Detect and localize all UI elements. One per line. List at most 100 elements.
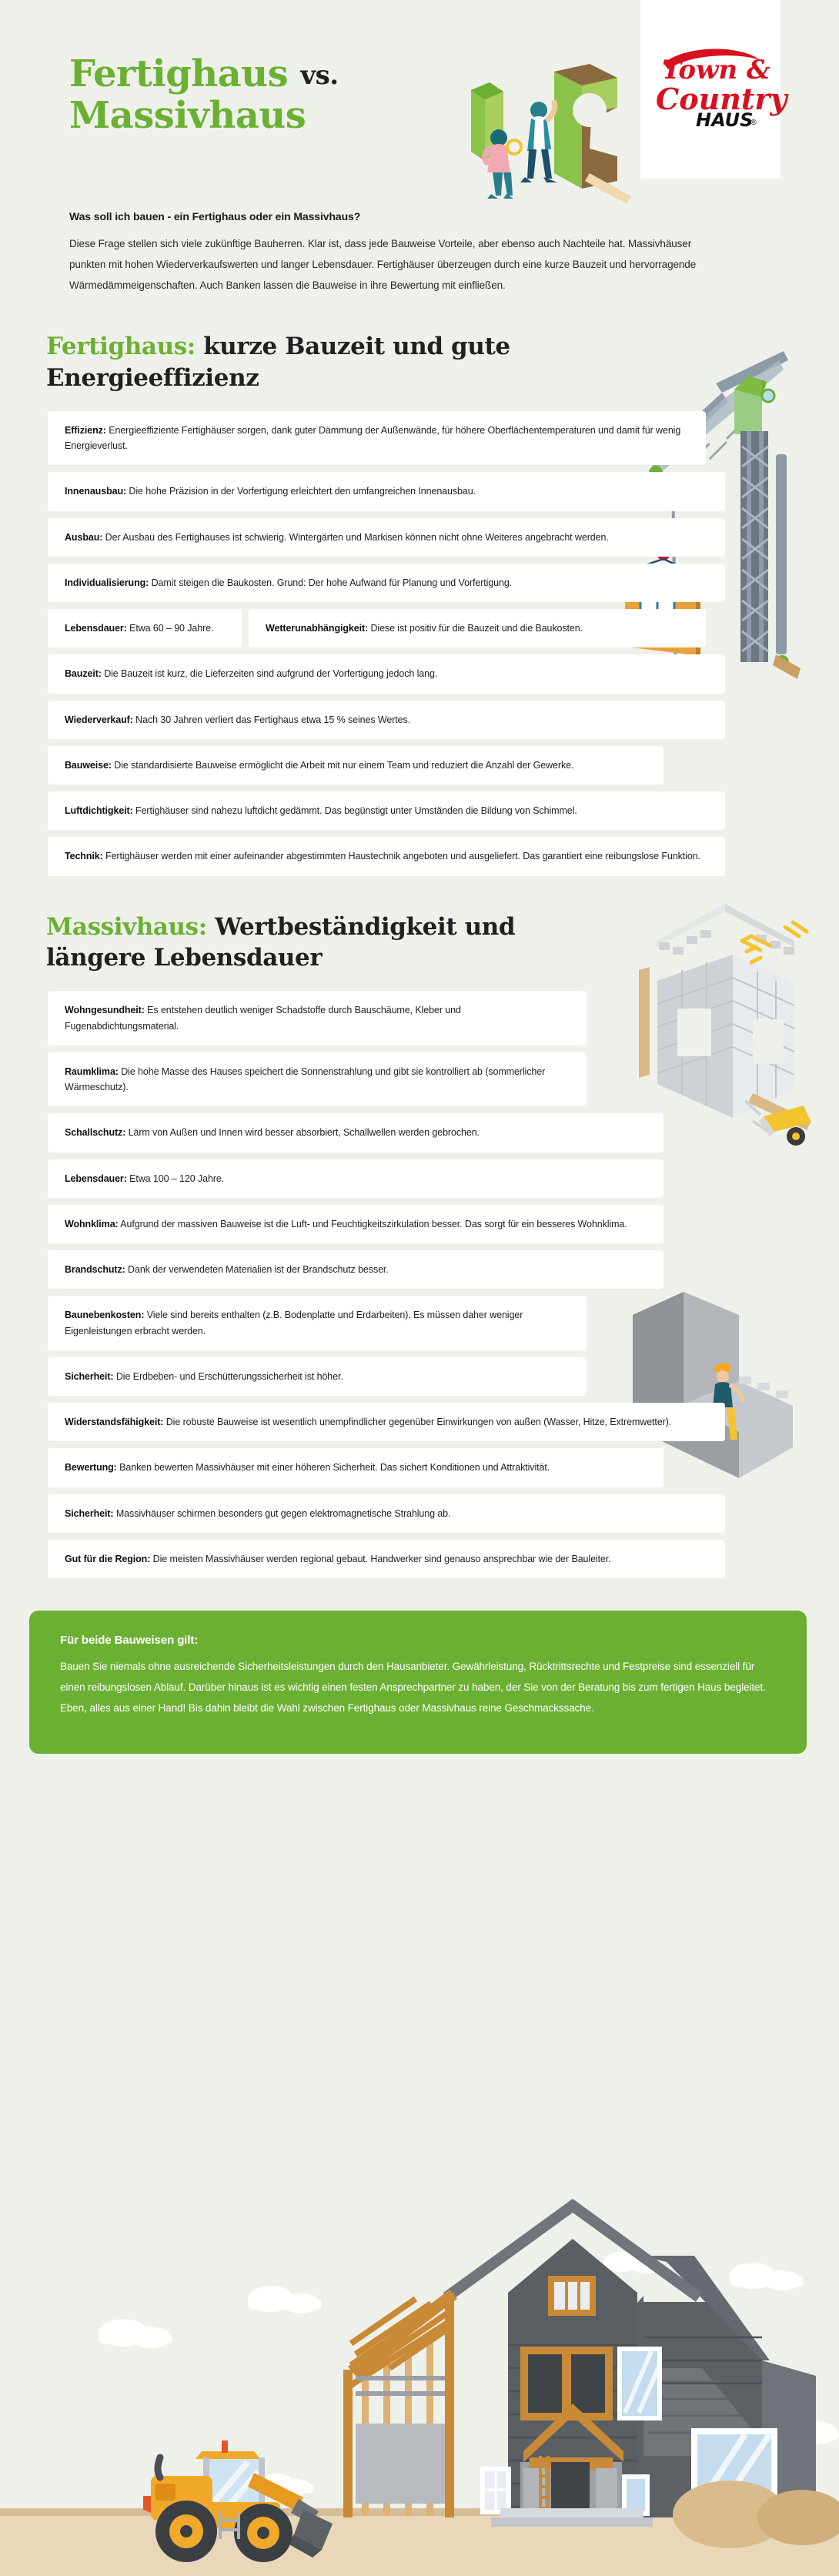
logo-text-country: Country: [656, 82, 789, 116]
logo-text-town: Town &: [662, 55, 770, 85]
section-heading-highlight: Massivhaus:: [46, 912, 207, 941]
section-heading-fertighaus: Fertighaus: kurze Bauzeit und gute Energ…: [46, 331, 523, 394]
hero-illustration: [439, 58, 647, 204]
card-sicherheit-strahlung: Sicherheit: Massivhäuser schirmen besond…: [48, 1494, 725, 1533]
card-label: Ausbau:: [65, 531, 103, 543]
card-bauzeit: Bauzeit: Die Bauzeit ist kurz, die Liefe…: [48, 654, 725, 694]
card-text: Massivhäuser schirmen besonders gut gege…: [113, 1507, 451, 1519]
card-bauweise: Bauweise: Die standardisierte Bauweise e…: [48, 745, 664, 785]
card-text: Die standardisierte Bauweise ermöglicht …: [111, 759, 574, 771]
card-widerstandsfaehigkeit: Widerstandsfähigkeit: Die robuste Bauwei…: [48, 1403, 725, 1442]
person-left-illustration: [482, 129, 523, 199]
card-wiederverkauf: Wiederverkauf: Nach 30 Jahren verliert d…: [48, 700, 725, 739]
card-label: Technik:: [65, 851, 103, 862]
card-text: Es entstehen deutlich weniger Schadstoff…: [65, 1005, 461, 1032]
card-text: Lärm von Außen und Innen wird besser abs…: [125, 1127, 480, 1139]
card-text: Die Erdbeben- und Erschütterungssicherhe…: [113, 1370, 343, 1382]
title-fertighaus: Fertighaus: [69, 52, 289, 95]
town-and-country-logo: Town & Country HAUS ®: [653, 35, 789, 143]
card-text: Etwa 60 – 90 Jahre.: [126, 623, 214, 634]
intro-paragraph: Diese Frage stellen sich viele zukünftig…: [69, 238, 697, 291]
card-label: Raumklima:: [65, 1066, 119, 1077]
card-label: Widerstandsfähigkeit:: [65, 1417, 164, 1428]
card-label: Wohnklima:: [65, 1218, 119, 1229]
card-label: Sicherheit:: [65, 1370, 114, 1382]
card-text: Energieeffiziente Fertighäuser sorgen, d…: [65, 424, 681, 452]
card-raumklima: Raumklima: Die hohe Masse des Hauses spe…: [48, 1052, 587, 1107]
cloud-group: [99, 2252, 839, 2494]
card-wohngesundheit: Wohngesundheit: Es entstehen deutlich we…: [48, 991, 587, 1045]
card-text: Etwa 100 – 120 Jahre.: [126, 1173, 225, 1184]
card-text: Die hohe Präzision in der Vorfertigung e…: [126, 486, 476, 497]
logo-panel: Town & Country HAUS ®: [640, 0, 789, 179]
card-sicherheit-erdbeben: Sicherheit: Die Erdbeben- und Erschütter…: [48, 1357, 587, 1397]
footer-callout-paragraph: Bauen Sie niemals ohne ausreichende Sich…: [60, 1661, 766, 1715]
title-line-1: Fertighaus vs.: [69, 52, 500, 95]
section-heading-rest: Wertbeständigkeit und längere Lebensdaue…: [46, 912, 516, 972]
card-label: Sicherheit:: [65, 1507, 114, 1519]
card-lebensdauer-fertighaus: Lebensdauer: Etwa 60 – 90 Jahre.: [48, 609, 242, 648]
footer-callout-heading: Für beide Bauweisen gilt:: [60, 1634, 199, 1648]
ladder-icon: [539, 2456, 550, 2519]
section-heading-rest: kurze Bauzeit und gute Energieeffizienz: [46, 333, 510, 392]
card-label: Effizienz:: [65, 424, 106, 436]
card-wohnklima: Wohnklima: Aufgrund der massiven Bauweis…: [48, 1204, 664, 1244]
brick-house-illustration: [602, 896, 825, 1150]
card-bewertung: Bewertung: Banken bewerten Massivhäuser …: [48, 1448, 664, 1487]
intro-block: Was soll ich bauen - ein Fertighaus oder…: [69, 210, 700, 296]
card-ausbau: Ausbau: Der Ausbau des Fertighauses ist …: [48, 517, 725, 557]
title-vs: vs.: [300, 60, 339, 91]
timber-frame: [343, 2290, 457, 2517]
wheel-loader-illustration: [143, 2441, 333, 2562]
title-line-2: Massivhaus: [69, 95, 500, 137]
card-label: Bauweise:: [65, 759, 112, 771]
section-heading-highlight: Fertighaus:: [46, 333, 196, 360]
card-effizienz: Effizienz: Energieeffiziente Fertighäuse…: [48, 410, 706, 466]
card-label: Lebensdauer:: [65, 623, 127, 634]
card-label: Luftdichtigkeit:: [65, 805, 133, 817]
fertighaus-card-list: Effizienz: Energieeffiziente Fertighäuse…: [0, 410, 839, 876]
card-text: Die robuste Bauweise ist wesentlich unem…: [163, 1417, 672, 1428]
bottom-scene-illustration: [0, 2199, 839, 2576]
card-text: Viele sind bereits enthalten (z.B. Boden…: [65, 1310, 523, 1337]
card-label: Innenausbau:: [65, 486, 127, 497]
card-label: Baunebenkosten:: [65, 1310, 145, 1321]
card-label: Wetterunabhängigkeit:: [266, 623, 369, 634]
card-text: Der Ausbau des Fertighauses ist schwieri…: [102, 531, 609, 543]
card-text: Diese ist positiv für die Bauzeit und di…: [368, 623, 583, 634]
card-lebensdauer-massivhaus: Lebensdauer: Etwa 100 – 120 Jahre.: [48, 1159, 664, 1198]
title-massivhaus: Massivhaus: [69, 93, 306, 137]
card-text: Die meisten Massivhäuser werden regional…: [150, 1553, 611, 1564]
card-text: Nach 30 Jahren verliert das Fertighaus e…: [132, 714, 411, 725]
section-heading-massivhaus: Massivhaus: Wertbeständigkeit und länger…: [46, 912, 523, 975]
card-innenausbau: Innenausbau: Die hohe Präzision in der V…: [48, 472, 725, 511]
card-label: Brandschutz:: [65, 1264, 125, 1276]
card-label: Gut für die Region:: [65, 1553, 151, 1564]
card-text: Die hohe Masse des Hauses speichert die …: [65, 1066, 546, 1093]
card-label: Wiederverkauf:: [65, 714, 133, 725]
person-right-illustration: [520, 99, 558, 182]
card-brandschutz: Brandschutz: Dank der verwendeten Materi…: [48, 1250, 664, 1290]
card-label: Wohngesundheit:: [65, 1005, 145, 1016]
sand-pile-illustration: [673, 2481, 839, 2548]
logo-registered-mark: ®: [750, 119, 757, 127]
page-title: Fertighaus vs. Massivhaus: [69, 52, 500, 137]
card-technik: Technik: Fertighäuser werden mit einer a…: [48, 837, 725, 876]
card-text: Fertighäuser werden mit einer aufeinande…: [102, 851, 700, 862]
header: Fertighaus vs. Massivhaus: [0, 0, 839, 204]
card-label: Individualisierung:: [65, 577, 149, 588]
card-label: Lebensdauer:: [65, 1173, 127, 1184]
card-text: Dank der verwendeten Materialien ist der…: [125, 1264, 389, 1276]
card-gut-fuer-die-region: Gut für die Region: Die meisten Massivhä…: [48, 1539, 725, 1579]
card-baunebenkosten: Baunebenkosten: Viele sind bereits entha…: [48, 1296, 587, 1350]
card-schallschutz: Schallschutz: Lärm von Außen und Innen w…: [48, 1113, 664, 1153]
logo-text-haus: HAUS: [696, 109, 753, 131]
card-individualisierung: Individualisierung: Damit steigen die Ba…: [48, 563, 725, 603]
wheelbarrow-illustration: [744, 1099, 811, 1146]
footer-callout-box: Für beide Bauweisen gilt: Bauen Sie niem…: [29, 1611, 807, 1755]
card-text: Aufgrund der massiven Bauweise ist die L…: [118, 1218, 627, 1229]
card-text: Fertighäuser sind nahezu luftdicht gedäm…: [132, 805, 577, 817]
card-pair-row: Lebensdauer: Etwa 60 – 90 Jahre. Wetteru…: [48, 609, 839, 648]
card-label: Bewertung:: [65, 1462, 117, 1474]
